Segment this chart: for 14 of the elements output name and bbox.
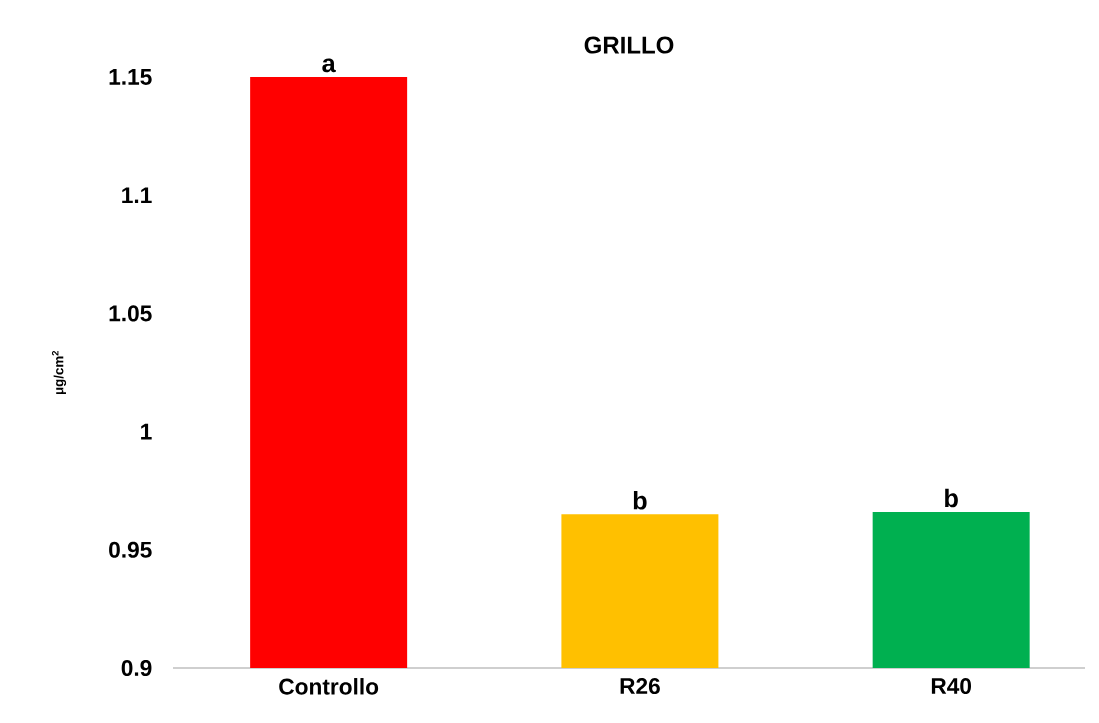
annotation: a xyxy=(322,58,336,73)
x-tick-label: R26 xyxy=(620,678,660,695)
annotation: b xyxy=(633,491,647,510)
y-tick-label: 1.15 xyxy=(109,69,152,85)
y-tick-label: 0.9 xyxy=(121,659,152,677)
y-tick-label: 0.95 xyxy=(109,541,152,558)
x-tick-label: R40 xyxy=(931,678,972,695)
y-axis-title: μg/cm$^{2}$ xyxy=(51,350,67,395)
y-tick-label: 1.05 xyxy=(109,305,152,322)
y-tick-label: 1.1 xyxy=(122,187,152,203)
annotation: b xyxy=(945,488,958,508)
chart-title: GRILLO xyxy=(584,36,674,54)
x-tick-label: Controllo xyxy=(279,678,379,695)
y-tick-label: 1 xyxy=(141,423,152,440)
